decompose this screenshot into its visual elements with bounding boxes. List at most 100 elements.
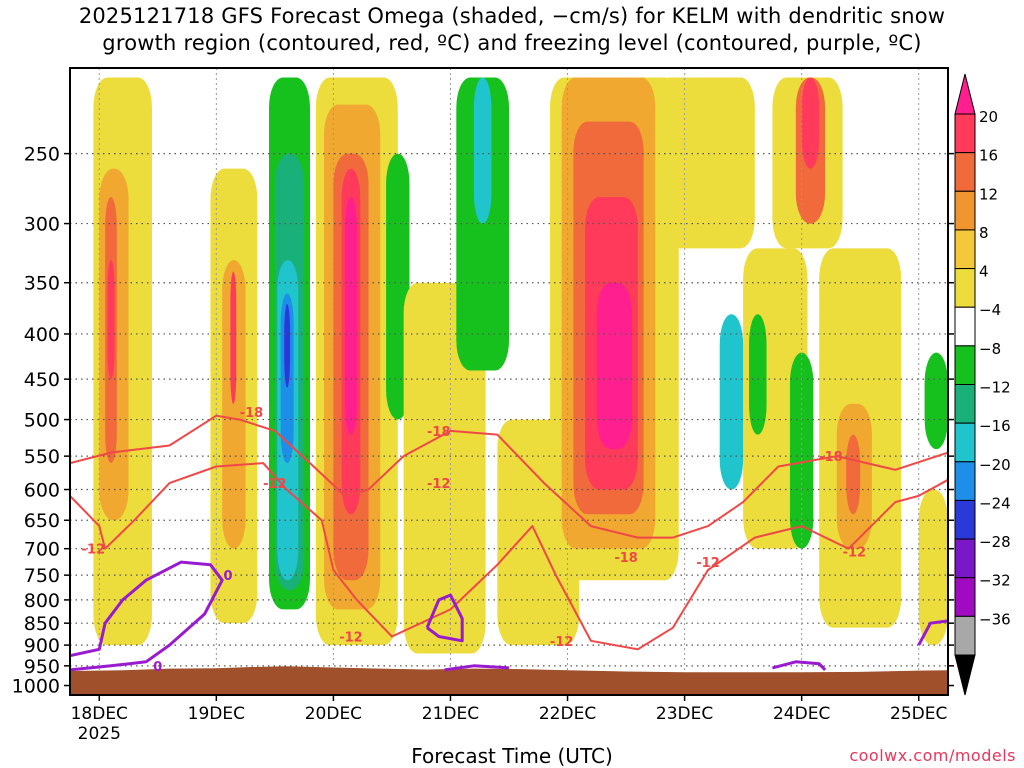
colorbar-swatch: [954, 499, 976, 540]
omega-shading-weak_down: [924, 352, 948, 450]
colorbar-swatch: [954, 422, 976, 463]
svg-text:-12: -12: [696, 556, 720, 571]
colorbar-swatch: [954, 190, 976, 231]
dgz-contour-label: -12: [427, 477, 451, 492]
svg-text:-18: -18: [614, 551, 638, 566]
omega-shading-very_strong_up: [230, 271, 237, 404]
x-tick-label: 25DEC: [890, 704, 947, 724]
y-tick-label: 250: [24, 144, 60, 166]
svg-text:-12: -12: [427, 477, 451, 492]
x-tick-label: 21DEC: [422, 704, 479, 724]
svg-text:-12: -12: [263, 477, 287, 492]
y-tick-label: 800: [24, 590, 60, 612]
dgz-contour-label: -12: [339, 630, 363, 645]
y-tick-label: 1000: [12, 676, 60, 698]
colorbar-label: 16: [979, 147, 998, 165]
svg-text:0: 0: [224, 569, 233, 584]
x-tick-label: 23DEC: [656, 704, 713, 724]
omega-shading-very_strong_up: [107, 260, 115, 380]
colorbar-swatch: [954, 384, 976, 424]
colorbar-swatch: [954, 229, 976, 270]
plot-area: -18 -12 -12 -18 -12 -12 -18 -12 -12 -18 -12 0 0: [70, 68, 948, 695]
colorbar-bottom-arrow: [954, 654, 976, 696]
omega-shading-extreme_down: [284, 304, 291, 388]
colorbar-swatch: [954, 113, 976, 154]
colorbar-label: −20: [979, 456, 1011, 474]
y-tick-label: 900: [24, 635, 60, 657]
freezing-level-contour: [425, 593, 464, 643]
omega-shading-mod_up: [222, 260, 246, 549]
x-tick-label: 24DEC: [773, 704, 830, 724]
dgz-contour-label: -12: [843, 545, 867, 560]
colorbar-swatch: [954, 306, 976, 347]
freezing-level-contour: [917, 619, 948, 646]
dgz-contour-label: -12: [82, 543, 106, 558]
y-tick-label: 950: [24, 656, 60, 678]
colorbar-label: −8: [979, 340, 1001, 358]
svg-text:0: 0: [153, 660, 162, 675]
ground-surface: [70, 666, 948, 695]
svg-text:-12: -12: [82, 543, 106, 558]
source-credit[interactable]: coolwx.com/models: [849, 746, 1016, 765]
colorbar-label: −36: [979, 610, 1011, 628]
svg-text:-12: -12: [843, 545, 867, 560]
colorbar-swatch: [954, 268, 976, 308]
omega-shading-strong_up: [846, 434, 861, 515]
y-tick-label: 550: [24, 446, 60, 468]
x-tick-label: 18DEC: [71, 704, 128, 724]
y-tick-label: 600: [24, 480, 60, 502]
omega-shading-weak_up: [918, 489, 948, 646]
colorbar-label: 12: [979, 185, 998, 203]
y-tick-label: 300: [24, 214, 60, 236]
dgz-contour-label: -12: [550, 635, 574, 650]
freezing-level-contour: [444, 664, 510, 672]
omega-shading-extreme_up: [596, 282, 632, 450]
y-tick-label: 450: [24, 369, 60, 391]
colorbar-label: 20: [979, 108, 998, 126]
colorbar-swatch: [954, 345, 976, 386]
omega-shading-weak_up: [655, 77, 755, 249]
dgz-contour-minus18: [70, 414, 948, 539]
x-axis-label: Forecast Time (UTC): [411, 744, 613, 768]
omega-shading-weak_down: [748, 314, 767, 435]
freezing-level-contour: [772, 660, 827, 671]
svg-text:-12: -12: [550, 635, 574, 650]
dgz-contour-label: -12: [263, 477, 287, 492]
omega-shading-weak_down: [789, 352, 814, 549]
dgz-contour-label: -12: [696, 556, 720, 571]
dgz-contour-label: -18: [819, 450, 843, 465]
freezing-contour-label: 0: [153, 660, 162, 675]
y-tick-label: 750: [24, 565, 60, 587]
svg-text:-12: -12: [339, 630, 363, 645]
x-tick-sublabel: 2025: [78, 724, 121, 744]
dgz-contour-label: -18: [614, 551, 638, 566]
dgz-contour-minus12: [70, 462, 948, 651]
colorbar-swatch: [954, 152, 976, 192]
dgz-contour-label: -18: [427, 425, 451, 440]
omega-shading-weak_down: [386, 153, 410, 420]
colorbar-swatch: [954, 538, 976, 579]
y-tick-label: 500: [24, 410, 60, 432]
dgz-contour-label: -18: [240, 406, 264, 421]
omega-shading-extreme_up: [345, 197, 357, 435]
x-tick-label: 19DEC: [188, 704, 245, 724]
freezing-contour-label: 0: [224, 569, 233, 584]
x-tick-label: 22DEC: [539, 704, 596, 724]
y-tick-label: 400: [24, 324, 60, 346]
plot-frame: [69, 67, 949, 696]
x-tick-label: 20DEC: [305, 704, 362, 724]
colorbar-swatch: [954, 461, 976, 501]
y-tick-label: 350: [24, 273, 60, 295]
colorbar-label: −4: [979, 301, 1001, 319]
chart-title-line2: growth region (contoured, red, ºC) and f…: [102, 31, 922, 55]
svg-text:-18: -18: [427, 425, 451, 440]
colorbar-label: 8: [979, 224, 989, 242]
colorbar-label: −16: [979, 417, 1011, 435]
y-tick-label: 850: [24, 613, 60, 635]
colorbar-swatch: [954, 615, 976, 656]
y-tick-label: 700: [24, 539, 60, 561]
freezing-level-contour: [70, 560, 224, 672]
colorbar-swatch: [954, 577, 976, 617]
colorbar-label: 4: [979, 263, 989, 281]
